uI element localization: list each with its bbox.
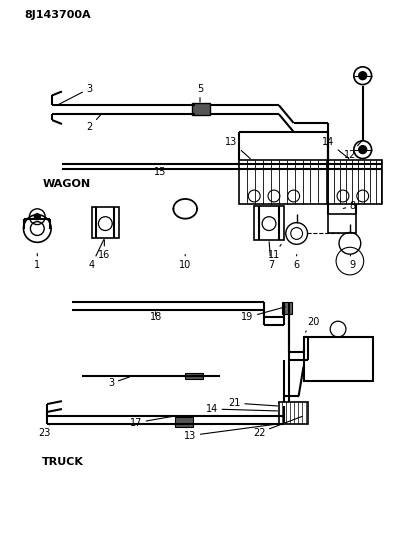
Text: 3: 3 (108, 377, 130, 389)
Text: 18: 18 (150, 312, 162, 322)
Text: 8: 8 (343, 201, 356, 211)
Text: 9: 9 (350, 255, 356, 270)
Bar (240, 159, 328, 204)
Text: 13: 13 (226, 137, 250, 159)
Text: 5: 5 (197, 84, 203, 102)
Text: 1: 1 (34, 254, 40, 270)
Text: 7: 7 (268, 242, 274, 270)
Text: 12: 12 (344, 141, 362, 159)
Circle shape (359, 146, 367, 154)
Bar (185, 374, 203, 379)
Text: 2: 2 (86, 115, 100, 132)
Bar (254, 206, 284, 240)
Text: 3: 3 (58, 84, 93, 104)
Text: 22: 22 (253, 416, 302, 438)
Text: 4: 4 (88, 240, 104, 270)
Text: 14: 14 (206, 404, 278, 414)
Text: 16: 16 (98, 240, 110, 260)
Bar (282, 303, 292, 314)
Circle shape (34, 214, 40, 220)
Text: 21: 21 (228, 398, 278, 408)
Bar (192, 103, 210, 115)
Text: 20: 20 (306, 317, 320, 332)
Text: 15: 15 (154, 165, 167, 177)
Bar (328, 159, 382, 204)
Text: 8J143700A: 8J143700A (24, 10, 91, 20)
Text: 23: 23 (38, 424, 50, 438)
Circle shape (359, 72, 367, 79)
Text: 17: 17 (130, 416, 174, 428)
Bar (304, 337, 372, 382)
Text: 14: 14 (322, 137, 349, 159)
Text: 13: 13 (184, 424, 278, 441)
Text: 11: 11 (268, 245, 281, 260)
Bar (92, 207, 119, 238)
Bar (328, 214, 356, 233)
Text: TRUCK: TRUCK (42, 457, 84, 467)
Text: WAGON: WAGON (42, 179, 90, 189)
Text: 19: 19 (241, 307, 286, 322)
Bar (175, 417, 193, 427)
Text: 10: 10 (179, 255, 191, 270)
Bar (279, 402, 308, 424)
Text: 6: 6 (294, 255, 300, 270)
